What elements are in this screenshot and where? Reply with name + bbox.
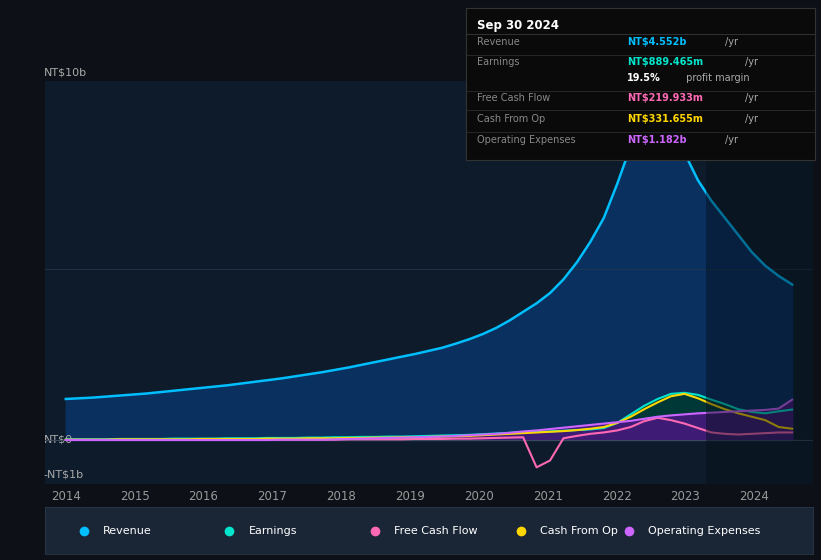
Text: Earnings: Earnings: [249, 526, 297, 535]
Text: Operating Expenses: Operating Expenses: [648, 526, 760, 535]
Text: /yr: /yr: [724, 136, 737, 146]
Text: profit margin: profit margin: [683, 73, 750, 83]
Text: Operating Expenses: Operating Expenses: [477, 136, 576, 146]
Text: Free Cash Flow: Free Cash Flow: [394, 526, 478, 535]
Text: /yr: /yr: [745, 57, 759, 67]
Text: /yr: /yr: [745, 114, 759, 124]
Text: /yr: /yr: [724, 37, 737, 47]
Text: Cash From Op: Cash From Op: [540, 526, 618, 535]
Text: 19.5%: 19.5%: [627, 73, 661, 83]
Text: Earnings: Earnings: [477, 57, 520, 67]
Text: NT$889.465m: NT$889.465m: [627, 57, 703, 67]
Text: NT$1.182b: NT$1.182b: [627, 136, 686, 146]
Text: -NT$1b: -NT$1b: [44, 469, 84, 479]
Text: Revenue: Revenue: [103, 526, 152, 535]
Text: NT$10b: NT$10b: [44, 67, 87, 77]
Text: Cash From Op: Cash From Op: [477, 114, 545, 124]
Text: /yr: /yr: [745, 93, 759, 103]
Text: NT$331.655m: NT$331.655m: [627, 114, 703, 124]
Text: NT$219.933m: NT$219.933m: [627, 93, 703, 103]
Text: NT$4.552b: NT$4.552b: [627, 37, 686, 47]
Bar: [706, 81, 813, 484]
Text: NT$0: NT$0: [44, 435, 73, 445]
Text: Revenue: Revenue: [477, 37, 520, 47]
Text: Free Cash Flow: Free Cash Flow: [477, 93, 550, 103]
Text: Sep 30 2024: Sep 30 2024: [477, 19, 559, 32]
